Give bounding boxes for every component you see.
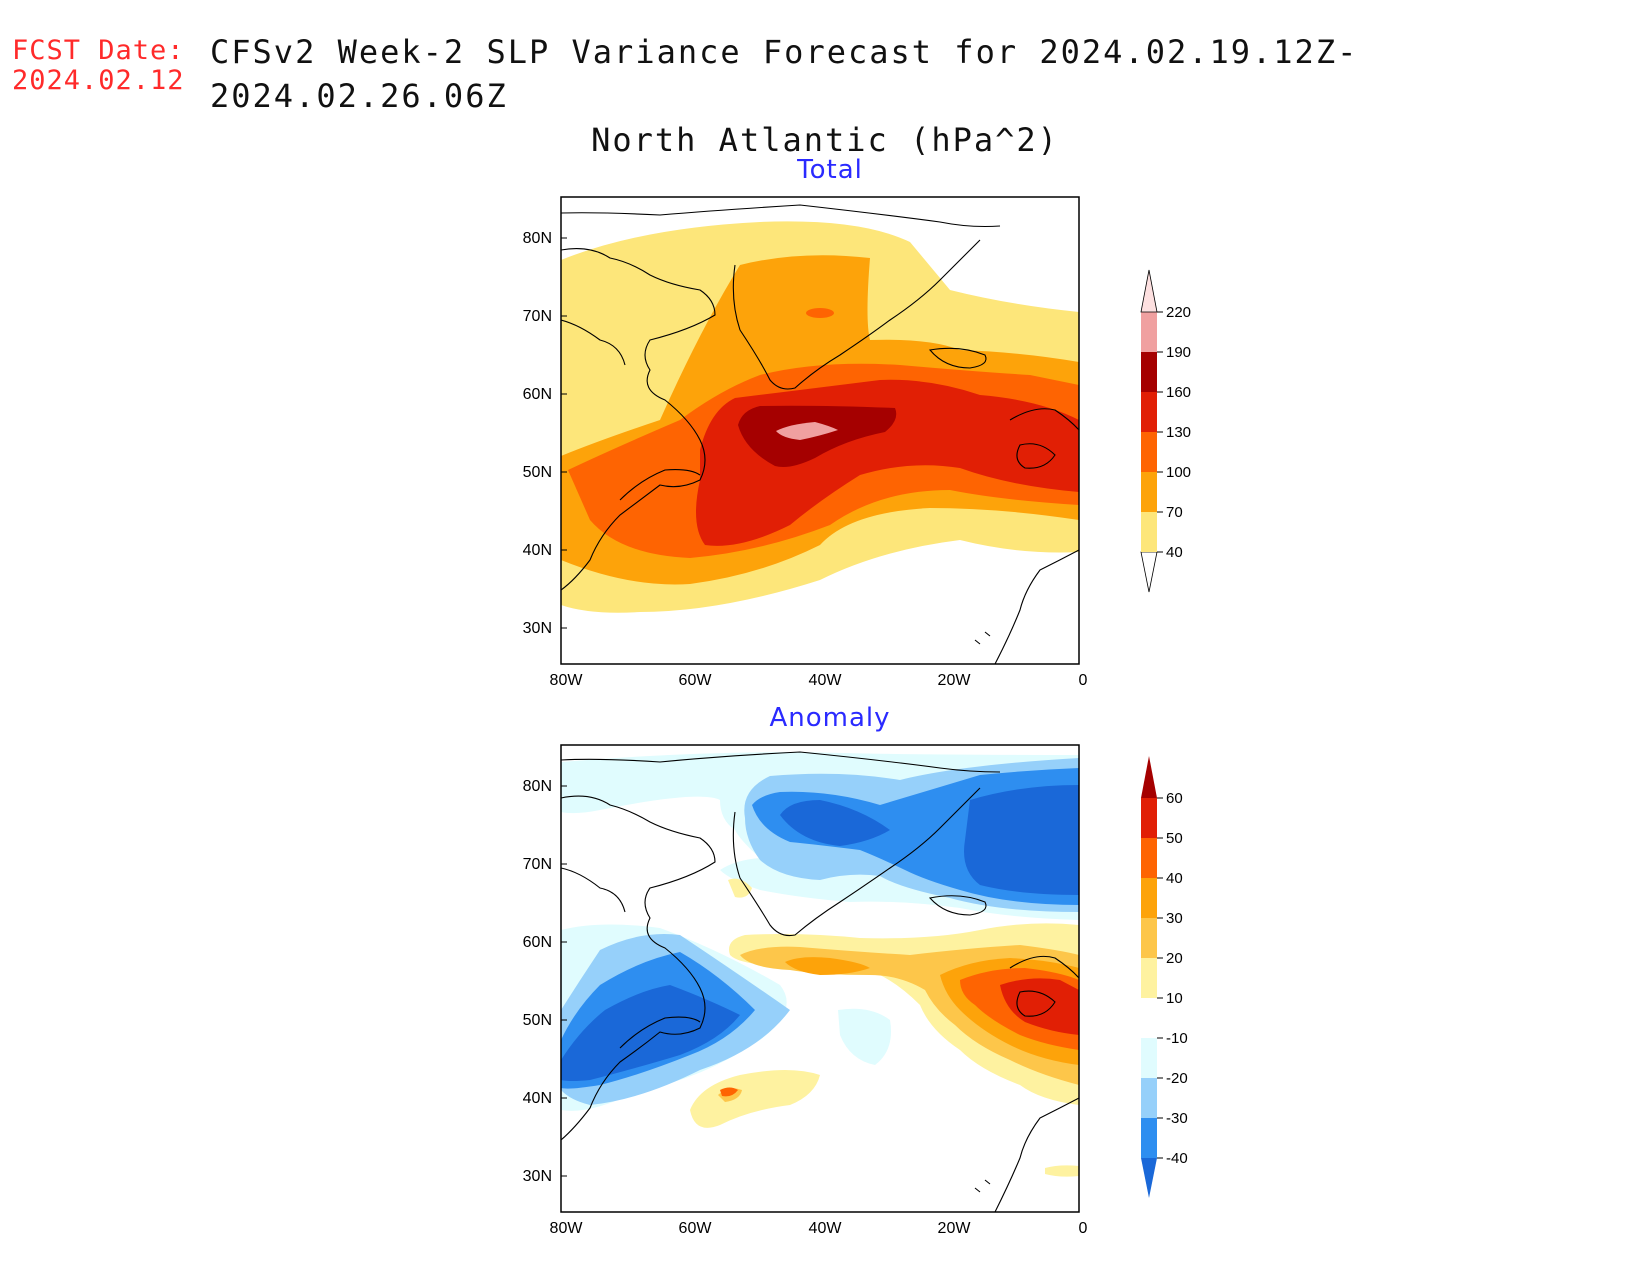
colorbar-label: 60 bbox=[1166, 790, 1183, 807]
anomaly-band-pos30 bbox=[785, 957, 870, 975]
total-lat-ticks: 80N 70N 60N 50N 40N 30N bbox=[523, 230, 567, 637]
title-line-2: North Atlantic (hPa^2) bbox=[591, 121, 1059, 159]
colorbar-label: 190 bbox=[1166, 344, 1191, 361]
title-line-1: CFSv2 Week-2 SLP Variance Forecast for 2… bbox=[210, 33, 1359, 115]
lat-tick: 50N bbox=[523, 464, 552, 481]
lat-tick: 60N bbox=[523, 934, 552, 951]
lat-tick: 60N bbox=[523, 386, 552, 403]
colorbar-swatch bbox=[1141, 798, 1157, 838]
lon-tick: 80W bbox=[550, 672, 584, 689]
anomaly-colorbar: -40 -30 -20 -10 10 20 30 40 50 60 bbox=[1141, 756, 1188, 1198]
colorbar-swatch bbox=[1141, 352, 1157, 392]
colorbar-label: 130 bbox=[1166, 424, 1191, 441]
lat-tick: 80N bbox=[523, 230, 552, 247]
colorbar-swatch bbox=[1141, 472, 1157, 512]
page-title: CFSv2 Week-2 SLP Variance Forecast for 2… bbox=[0, 30, 1650, 162]
colorbar-label: 40 bbox=[1166, 544, 1183, 561]
lon-tick: 20W bbox=[938, 672, 972, 689]
colorbar-label: -30 bbox=[1166, 1110, 1188, 1127]
colorbar-label: -40 bbox=[1166, 1150, 1188, 1167]
colorbar-swatch bbox=[1141, 958, 1157, 998]
lat-tick: 30N bbox=[523, 620, 552, 637]
colorbar-label: 50 bbox=[1166, 830, 1183, 847]
total-map bbox=[561, 197, 1079, 664]
lat-tick: 40N bbox=[523, 542, 552, 559]
total-frame bbox=[560, 196, 1080, 665]
anomaly-lat-ticks: 80N 70N 60N 50N 40N 30N bbox=[523, 778, 567, 1185]
lat-tick: 70N bbox=[523, 856, 552, 873]
colorbar-label: -20 bbox=[1166, 1070, 1188, 1087]
forecast-date-label: FCST Date: bbox=[12, 35, 185, 66]
coastlines bbox=[561, 204, 1079, 664]
colorbar-label: -10 bbox=[1166, 1030, 1188, 1047]
total-band-190 bbox=[776, 422, 838, 440]
anomaly-frame bbox=[560, 744, 1080, 1213]
colorbar-swatch bbox=[1141, 1038, 1157, 1078]
panel-title-total: Total bbox=[796, 155, 863, 185]
coastlines bbox=[561, 751, 1079, 1212]
lon-tick: 40W bbox=[809, 672, 843, 689]
colorbar-label: 20 bbox=[1166, 950, 1183, 967]
colorbar-swatch bbox=[1141, 918, 1157, 958]
lon-tick: 60W bbox=[679, 1220, 713, 1237]
colorbar-swatch bbox=[1141, 1118, 1157, 1158]
colorbar-swatch bbox=[1141, 312, 1157, 352]
colorbar-swatch bbox=[1141, 512, 1157, 552]
colorbar-label: 220 bbox=[1166, 304, 1191, 321]
colorbar-label: 70 bbox=[1166, 504, 1183, 521]
colorbar-label: 40 bbox=[1166, 870, 1183, 887]
lon-tick: 60W bbox=[679, 672, 713, 689]
lat-tick: 80N bbox=[523, 778, 552, 795]
lat-tick: 50N bbox=[523, 1012, 552, 1029]
total-lon-ticks: 80W 60W 40W 20W 0 bbox=[550, 672, 1088, 689]
colorbar-swatch bbox=[1141, 392, 1157, 432]
total-colorbar: 40 70 100 130 160 190 220 bbox=[1140, 269, 1191, 593]
lat-tick: 70N bbox=[523, 308, 552, 325]
lon-tick: 0 bbox=[1079, 672, 1088, 689]
lon-tick: 0 bbox=[1079, 1220, 1088, 1237]
colorbar-label: 100 bbox=[1166, 464, 1191, 481]
lat-tick: 40N bbox=[523, 1090, 552, 1107]
total-band-160 bbox=[738, 405, 897, 467]
colorbar-swatch bbox=[1141, 998, 1157, 1038]
forecast-date-value: 2024.02.12 bbox=[12, 65, 185, 96]
colorbar-label: 30 bbox=[1166, 910, 1183, 927]
lon-tick: 20W bbox=[938, 1220, 972, 1237]
panel-title-anomaly: Anomaly bbox=[769, 703, 890, 733]
colorbar-label: 10 bbox=[1166, 990, 1183, 1007]
lat-tick: 30N bbox=[523, 1168, 552, 1185]
anomaly-lon-ticks: 80W 60W 40W 20W 0 bbox=[550, 1220, 1088, 1237]
lon-tick: 40W bbox=[809, 1220, 843, 1237]
colorbar-swatch bbox=[1141, 838, 1157, 878]
colorbar-label: 160 bbox=[1166, 384, 1191, 401]
forecast-date: FCST Date: 2024.02.12 bbox=[12, 36, 185, 96]
colorbar-swatch bbox=[1141, 432, 1157, 472]
anomaly-band-neg40 bbox=[780, 800, 890, 846]
colorbar-swatch bbox=[1141, 878, 1157, 918]
lon-tick: 80W bbox=[550, 1220, 584, 1237]
anomaly-map bbox=[561, 745, 1079, 1212]
colorbar-swatch bbox=[1141, 1078, 1157, 1118]
